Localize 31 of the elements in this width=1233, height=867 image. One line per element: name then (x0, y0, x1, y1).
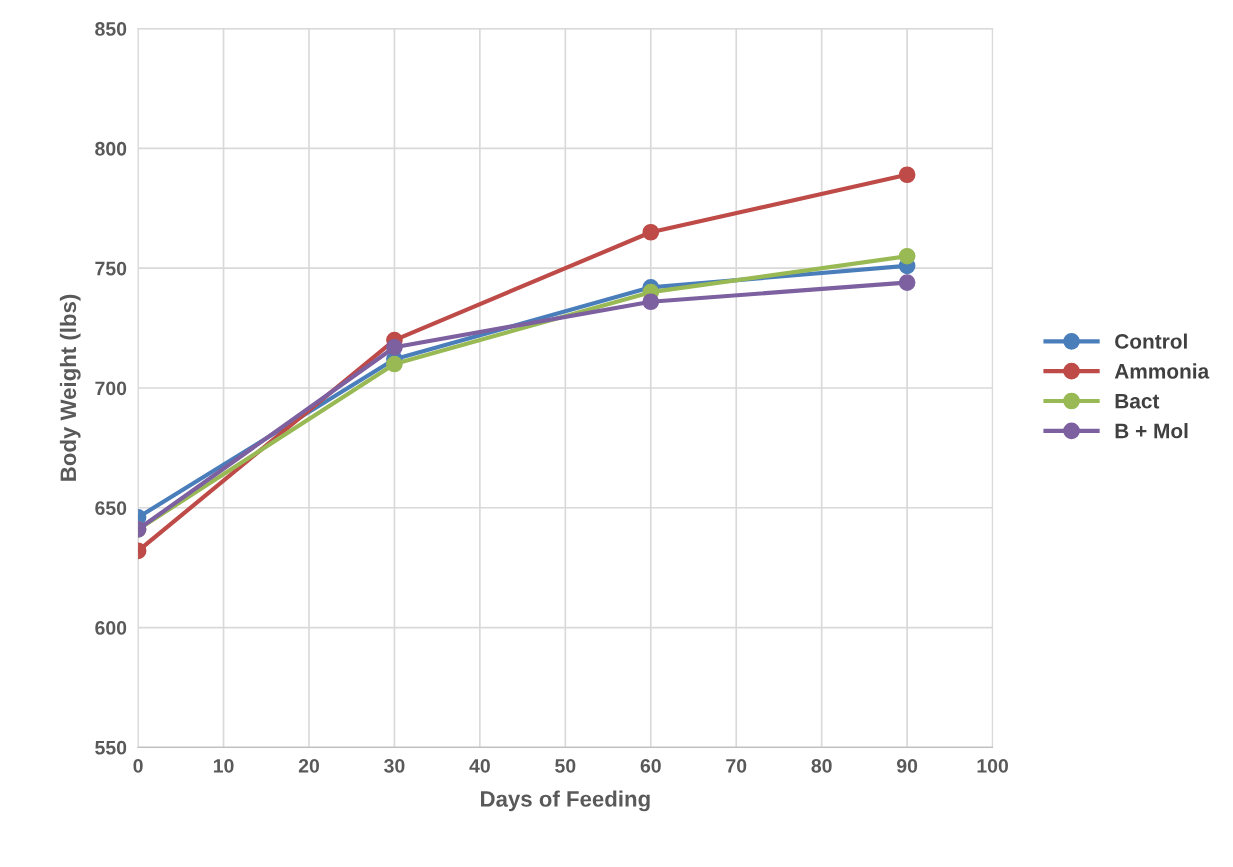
x-tick-label: 100 (977, 758, 1008, 773)
x-tick-label: 90 (896, 758, 918, 773)
y-tick-label: 650 (95, 501, 127, 516)
legend-label: Control (1115, 333, 1187, 349)
point (642, 293, 660, 311)
legend-label: Ammonia (1114, 363, 1210, 379)
x-tick-label: 0 (133, 758, 143, 773)
point (386, 355, 403, 373)
y-tick-label: 800 (95, 141, 127, 156)
x-tick-label: 40 (469, 758, 490, 773)
x-tick-label: 80 (811, 758, 832, 773)
y-tick-label: 550 (95, 740, 127, 755)
legend-label: B + Mol (1115, 423, 1188, 439)
legend-label: Bact (1115, 393, 1160, 409)
y-tick-label: 600 (95, 621, 127, 635)
y-tick-label: 750 (95, 261, 127, 276)
point (386, 338, 403, 356)
x-tick-label: 50 (555, 758, 576, 773)
x-tick-label: 60 (640, 758, 661, 773)
y-tick-label: 700 (95, 381, 127, 396)
y-axis-title: Body Weight (lbs) (59, 294, 81, 481)
point (898, 166, 916, 184)
x-axis-title: Days of Feeding (481, 790, 650, 812)
point (898, 274, 916, 291)
x-tick-label: 30 (384, 758, 405, 773)
x-tick-label: 70 (726, 758, 747, 773)
point (642, 223, 660, 241)
point (898, 247, 916, 265)
x-tick-label: 20 (298, 758, 320, 773)
y-tick-label: 850 (95, 22, 127, 36)
x-tick-label: 10 (213, 758, 234, 773)
